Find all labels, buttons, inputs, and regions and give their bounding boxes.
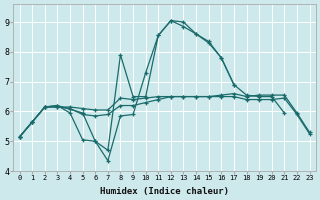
X-axis label: Humidex (Indice chaleur): Humidex (Indice chaleur) <box>100 187 229 196</box>
